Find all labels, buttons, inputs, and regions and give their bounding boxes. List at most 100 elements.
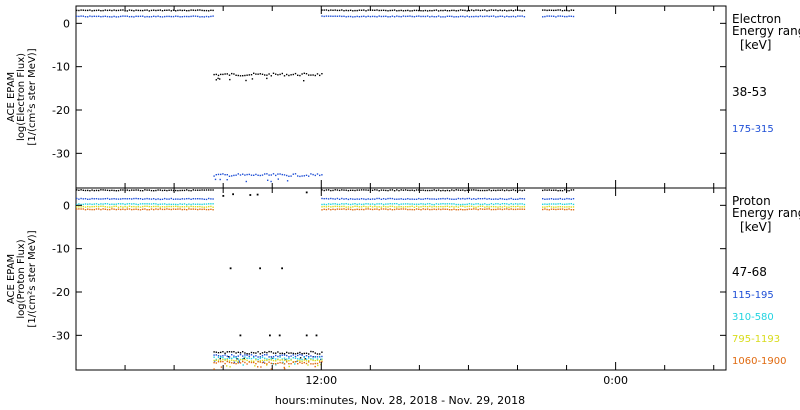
data-point [159,198,161,201]
data-point [301,358,303,361]
data-point [205,189,208,191]
data-point [190,203,192,206]
data-point [409,15,411,17]
data-point [270,174,272,176]
data-point [78,189,80,191]
data-point [448,10,451,12]
data-point [503,198,506,200]
data-point [457,16,460,18]
data-point [546,15,548,17]
data-point [385,208,387,210]
data-point [159,206,161,208]
data-point [106,203,109,205]
data-point [332,189,334,192]
data-point [266,354,268,356]
data-point [564,198,566,200]
data-point [199,16,201,18]
data-point [220,366,223,368]
data-point [231,359,233,361]
data-point [261,352,264,354]
data-point [442,206,444,208]
data-point [510,205,512,208]
data-point [231,351,233,353]
data-point [277,362,279,364]
data-point [570,15,572,17]
data-point [303,361,305,364]
data-point [80,208,82,210]
data-point [424,189,427,192]
data-point [299,360,301,362]
data-point [316,353,319,355]
data-point [288,360,290,362]
data-point [413,203,416,205]
data-point [341,197,343,200]
data-point [382,205,385,208]
data-point [87,203,89,205]
data-point [215,358,217,361]
data-point [270,351,272,353]
data-point [479,9,482,12]
data-point [164,15,166,18]
data-point [150,9,153,12]
data-point [479,15,482,17]
data-point [488,9,490,12]
data-point [561,190,564,192]
data-point [488,189,490,191]
data-point [321,209,323,211]
data-point [290,175,292,177]
data-point [435,208,438,211]
data-point [506,198,508,201]
data-point [177,15,179,18]
data-point [186,209,188,211]
data-point [519,9,521,12]
data-point [197,15,199,18]
data-point [555,208,557,211]
data-point [205,15,208,18]
data-point [481,205,484,207]
data-point [155,198,157,201]
data-point [283,367,286,370]
data-point [327,189,330,191]
electron-y-axis-label: log(Electron Flux) [16,53,27,141]
data-point [330,9,332,11]
data-point [356,205,358,208]
data-point [255,358,257,360]
data-point [376,189,378,191]
data-point [550,9,553,11]
data-point [113,198,115,200]
data-point [422,203,424,205]
data-point [283,357,286,359]
data-point [510,197,512,200]
data-point [481,189,484,192]
data-point [144,208,146,210]
data-point [448,206,451,208]
data-point [422,15,424,18]
data-point [514,9,517,11]
data-point [168,189,170,191]
data-point [117,208,120,210]
data-point [484,197,486,200]
data-point [393,16,396,18]
data-point [299,358,301,360]
data-point [228,356,231,358]
data-point [415,9,418,12]
data-point [259,360,261,362]
data-point [413,9,416,12]
data-point [314,359,316,362]
data-point [499,203,501,206]
data-point [294,72,297,75]
data-point [150,208,153,210]
data-point [89,9,91,11]
data-point [133,203,135,205]
data-point [100,198,102,200]
data-point [435,189,438,192]
data-point [84,209,87,211]
data-point [215,174,217,176]
data-point [352,198,354,200]
data-point [349,189,352,191]
electron-legend-entry: 38-53 [732,85,767,99]
data-point [170,197,172,200]
data-point [314,356,316,358]
data-point [128,198,131,200]
data-point [336,197,339,200]
